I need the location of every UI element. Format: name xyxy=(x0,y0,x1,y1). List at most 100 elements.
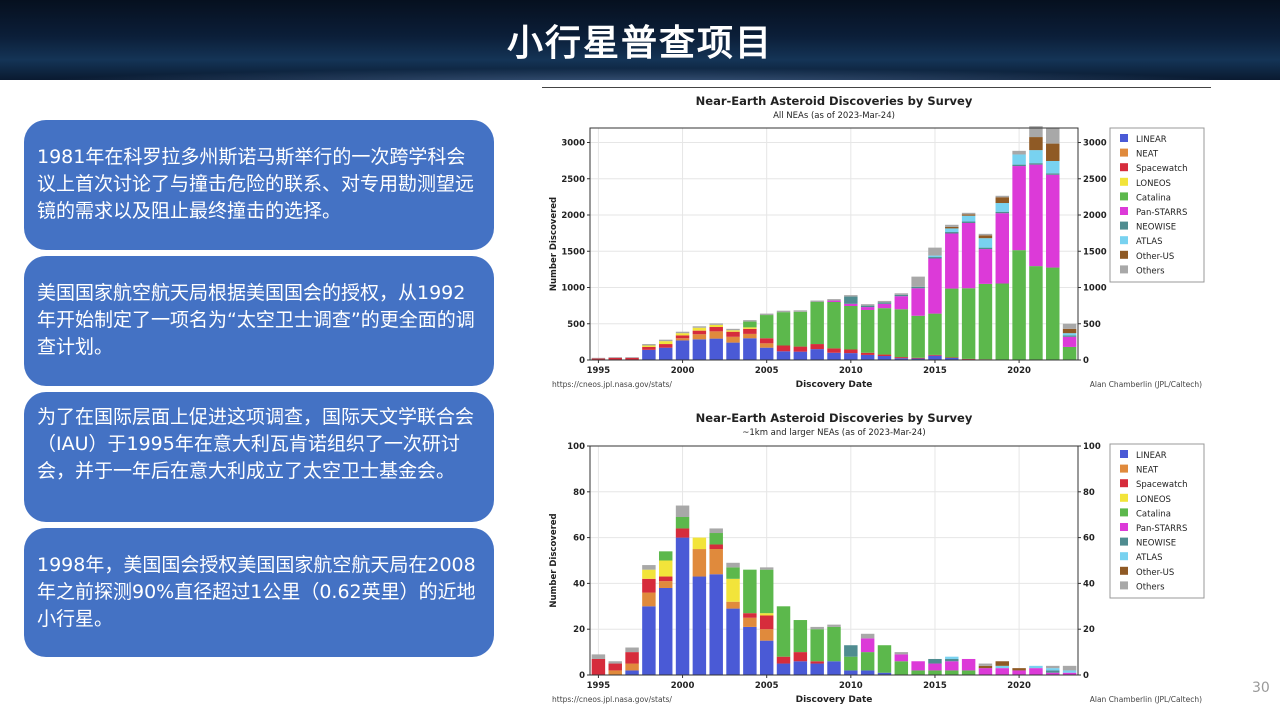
y-tick-label-right: 40 xyxy=(1083,579,1095,589)
bar-Catalina-2009 xyxy=(827,626,841,662)
chart-large-neas-svg: Near-Earth Asteroid Discoveries by Surve… xyxy=(549,411,1205,705)
bar-Others-2004 xyxy=(743,320,757,322)
y-axis-label: Number Discovered xyxy=(549,513,559,607)
y-tick-label-right: 500 xyxy=(1083,320,1101,330)
bar-LINEAR-2002 xyxy=(709,338,723,360)
bar-Pan-STARRS-2020 xyxy=(1012,670,1026,675)
x-tick-label: 2010 xyxy=(839,681,863,691)
bar-Catalina-2006 xyxy=(776,312,791,346)
y-tick-label-left: 40 xyxy=(573,579,585,589)
bar-Spacewatch-2004 xyxy=(743,328,757,334)
bar-ATLAS-2021 xyxy=(1029,665,1043,669)
legend-label-Others: Others xyxy=(1136,266,1165,276)
bar-Catalina-2016 xyxy=(945,288,959,358)
bar-Spacewatch-2006 xyxy=(776,345,791,352)
legend-swatch-Other-US xyxy=(1120,566,1128,575)
bar-LINEAR-2012 xyxy=(877,672,892,675)
chart-all-neas-svg: Near-Earth Asteroid Discoveries by Surve… xyxy=(549,94,1205,390)
bar-Spacewatch-1999 xyxy=(658,344,673,348)
legend-swatch-Pan-STARRS xyxy=(1120,207,1128,215)
bar-Catalina-2014 xyxy=(911,670,925,675)
x-tick-label: 2005 xyxy=(755,681,779,691)
legend-swatch-Others xyxy=(1120,581,1128,590)
bar-Catalina-2000 xyxy=(675,516,690,529)
bar-LINEAR-1999 xyxy=(658,347,673,360)
bar-Pan-STARRS-2010 xyxy=(844,303,858,306)
bar-NEAT-2005 xyxy=(759,343,774,348)
bar-Others-2015 xyxy=(928,247,942,256)
bar-Other-US-2019 xyxy=(995,661,1010,666)
bar-Other-US-2017 xyxy=(961,214,976,216)
y-tick-label-left: 60 xyxy=(573,534,585,544)
bar-Pan-STARRS-2022 xyxy=(1046,174,1060,268)
bar-Spacewatch-2008 xyxy=(810,344,824,350)
bar-ATLAS-2015 xyxy=(928,255,942,258)
bar-LINEAR-2004 xyxy=(743,338,757,360)
source-credit: Alan Chamberlin (JPL/Caltech) xyxy=(1090,380,1202,389)
bar-NEOWISE-2010 xyxy=(844,296,858,304)
bar-Catalina-2022 xyxy=(1046,267,1060,360)
bar-Spacewatch-2010 xyxy=(844,349,858,354)
bar-Others-2011 xyxy=(860,304,875,306)
bar-Spacewatch-1997 xyxy=(625,652,639,664)
bar-LINEAR-2005 xyxy=(759,640,774,675)
bar-NEOWISE-2013 xyxy=(894,294,909,297)
bar-Catalina-2012 xyxy=(877,308,892,355)
bar-LINEAR-2007 xyxy=(793,661,808,675)
legend-swatch-Other-US xyxy=(1120,250,1128,259)
bar-ATLAS-2023 xyxy=(1062,670,1077,673)
bar-Catalina-2007 xyxy=(793,620,808,653)
bar-LONEOS-2001 xyxy=(692,327,707,331)
legend-swatch-Spacewatch xyxy=(1120,479,1128,488)
legend-swatch-Pan-STARRS xyxy=(1120,523,1128,531)
legend-swatch-LONEOS xyxy=(1120,493,1128,502)
bar-ATLAS-2016 xyxy=(945,656,959,659)
bar-Spacewatch-2007 xyxy=(793,346,808,352)
bar-Others-2005 xyxy=(759,313,774,316)
bar-ATLAS-2020 xyxy=(1012,154,1026,165)
y-tick-label-right: 1000 xyxy=(1083,284,1107,294)
legend-label-LONEOS: LONEOS xyxy=(1136,495,1171,505)
page-number: 30 xyxy=(1252,680,1270,696)
bar-LONEOS-1998 xyxy=(642,345,656,347)
bar-Others-2005 xyxy=(759,567,774,570)
legend-label-LINEAR: LINEAR xyxy=(1136,451,1167,461)
bar-Spacewatch-2001 xyxy=(692,330,707,335)
y-axis-label: Number Discovered xyxy=(549,197,559,291)
bar-Catalina-2007 xyxy=(793,311,808,347)
x-tick-label: 2015 xyxy=(923,681,947,691)
x-tick-label: 2020 xyxy=(1007,681,1031,691)
legend-label-Catalina: Catalina xyxy=(1136,193,1171,203)
bar-NEAT-1997 xyxy=(625,663,639,671)
bar-Others-2018 xyxy=(978,663,993,666)
legend: LINEAR NEAT Spacewatch LONEOS Catalina Pan-ST… xyxy=(1109,443,1205,599)
bar-Others-1997 xyxy=(625,357,639,358)
bar-NEOWISE-2010 xyxy=(844,645,858,657)
bar-Spacewatch-2017 xyxy=(961,358,976,360)
bar-Catalina-2014 xyxy=(911,315,925,358)
bar-LINEAR-2014 xyxy=(911,358,925,360)
bar-LINEAR-2011 xyxy=(860,670,875,675)
y-tick-label-right: 2500 xyxy=(1083,175,1107,185)
bar-Spacewatch-2007 xyxy=(793,652,808,662)
bar-ATLAS-2023 xyxy=(1062,333,1077,336)
x-tick-label: 2010 xyxy=(839,366,863,376)
chart-all-neas: Near-Earth Asteroid Discoveries by Surve… xyxy=(542,87,1211,398)
bar-Spacewatch-2014 xyxy=(911,357,925,359)
legend-swatch-NEAT xyxy=(1120,464,1128,473)
legend-swatch-NEAT xyxy=(1120,148,1128,157)
legend-label-Spacewatch: Spacewatch xyxy=(1136,164,1187,174)
bar-LINEAR-2004 xyxy=(743,626,757,675)
bar-Catalina-2010 xyxy=(844,656,858,671)
bar-Catalina-2017 xyxy=(961,288,976,359)
bar-Others-1999 xyxy=(658,339,673,342)
bar-LINEAR-1998 xyxy=(642,606,656,675)
legend-label-Spacewatch: Spacewatch xyxy=(1136,480,1187,490)
legend-swatch-NEOWISE xyxy=(1120,221,1128,230)
bar-Others-2018 xyxy=(978,233,993,236)
bar-Spacewatch-2006 xyxy=(776,656,791,664)
bar-Other-US-2023 xyxy=(1062,328,1077,334)
bar-NEOWISE-2019 xyxy=(995,211,1010,214)
legend-label-Pan-STARRS: Pan-STARRS xyxy=(1136,208,1187,218)
bar-LINEAR-2011 xyxy=(860,354,875,360)
